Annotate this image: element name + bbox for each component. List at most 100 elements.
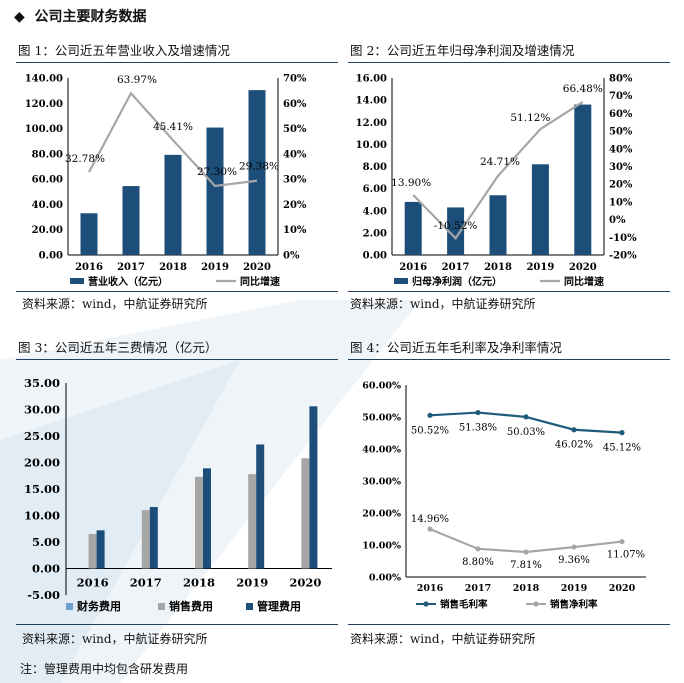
right-tick-label: 70% xyxy=(283,74,307,85)
left-tick-label: 4.00 xyxy=(363,206,387,217)
growth-data-label: -10.52% xyxy=(434,220,478,232)
y-tick-label: 30.00 xyxy=(24,403,60,417)
data-label: 51.38% xyxy=(459,423,497,434)
left-tick-label: 10.00 xyxy=(356,140,387,151)
data-point xyxy=(571,544,577,550)
figure-1-title: 图 1：公司近五年营业收入及增速情况 xyxy=(18,43,230,58)
legend-label: 管理费用 xyxy=(257,599,301,613)
right-tick-label: 20% xyxy=(283,200,307,211)
category-label: 2017 xyxy=(117,262,145,273)
diamond-bullet-icon: ◆ xyxy=(14,9,25,25)
category-label: 2018 xyxy=(484,262,512,273)
right-tick-label: 70% xyxy=(609,91,633,102)
figure-2-source: 资料来源：wind，中航证券研究所 xyxy=(350,297,536,311)
right-tick-label: 30% xyxy=(283,175,307,186)
legend-bar-swatch xyxy=(70,278,84,284)
data-point xyxy=(619,538,625,545)
expense-bar xyxy=(195,476,203,569)
left-tick-label: 80.00 xyxy=(32,149,63,160)
expense-bar xyxy=(96,530,105,569)
data-label: 45.12% xyxy=(603,443,641,454)
expense-bar xyxy=(248,474,257,569)
right-tick-label: 60% xyxy=(283,99,307,110)
growth-data-label: 32.78% xyxy=(65,153,105,165)
y-tick-label: 10.00% xyxy=(362,541,401,552)
left-tick-label: 8.00 xyxy=(363,162,387,173)
left-tick-label: 100.00 xyxy=(25,124,63,135)
figure-1-bottom-rule xyxy=(16,291,338,292)
figure-4-source: 资料来源：wind，中航证券研究所 xyxy=(350,632,536,646)
bar xyxy=(206,127,224,255)
left-tick-label: 0.00 xyxy=(39,251,63,262)
legend-label: 销售毛利率 xyxy=(440,599,488,611)
legend-label: 销售费用 xyxy=(169,599,213,613)
growth-data-label: 27.30% xyxy=(197,166,237,178)
data-label: 50.52% xyxy=(411,425,449,436)
net-margin-line xyxy=(429,528,623,554)
y-tick-label: 60.00% xyxy=(362,381,401,392)
right-tick-label: 50% xyxy=(283,124,307,135)
expense-bar xyxy=(88,534,97,569)
figure-2-title: 图 2：公司近五年归母净利润及增速情况 xyxy=(350,43,575,58)
right-tick-label: 10% xyxy=(283,225,307,236)
expense-bar xyxy=(301,458,310,569)
left-tick-label: 16.00 xyxy=(356,74,387,85)
left-tick-label: 60.00 xyxy=(32,175,63,186)
data-label: 9.36% xyxy=(558,555,590,566)
right-tick-label: 40% xyxy=(609,144,633,155)
data-point xyxy=(427,412,433,418)
data-point xyxy=(427,526,433,532)
y-tick-label: 35.00 xyxy=(24,376,60,390)
right-tick-label: 40% xyxy=(283,149,307,160)
bar xyxy=(80,213,98,255)
legend-label: 财务费用 xyxy=(76,599,121,613)
right-tick-label: 50% xyxy=(609,127,633,138)
category-label: 2016 xyxy=(75,262,103,273)
y-tick-label: 40.00% xyxy=(362,445,401,456)
y-tick-label: 20.00 xyxy=(24,456,60,470)
data-point xyxy=(571,427,577,433)
legend-marker xyxy=(533,601,539,607)
growth-data-label: 45.41% xyxy=(153,121,193,133)
right-tick-label: 60% xyxy=(609,109,633,120)
margin-chart: 0.00% 10.00% 20.00% 30.00% 40.00% 50.00% 60.00… xyxy=(362,381,646,611)
left-tick-label: 40.00 xyxy=(32,200,63,211)
growth-data-label: 63.97% xyxy=(117,74,157,86)
legend-bar-swatch xyxy=(394,278,408,284)
category-label: 2018 xyxy=(513,583,540,594)
growth-line xyxy=(88,91,258,188)
category-label: 2018 xyxy=(183,576,215,590)
right-tick-label: 0% xyxy=(609,215,626,226)
left-tick-label: 14.00 xyxy=(356,96,387,107)
data-label: 14.96% xyxy=(411,514,449,525)
bar xyxy=(164,154,182,255)
figure-1-top-rule xyxy=(16,62,338,63)
figure-2-bottom-rule xyxy=(348,291,670,292)
figure-3-top-rule xyxy=(16,359,338,360)
figure-1-source: 资料来源：wind，中航证券研究所 xyxy=(22,297,208,311)
bar xyxy=(447,207,465,255)
data-point xyxy=(475,409,481,416)
legend-swatch xyxy=(158,603,165,610)
figure-4-title: 图 4：公司近五年毛利率及净利率情况 xyxy=(350,340,562,355)
figure-2-top-rule xyxy=(348,62,670,63)
bar xyxy=(489,195,507,255)
data-label: 8.80% xyxy=(462,557,494,568)
left-tick-label: 0.00 xyxy=(363,251,387,262)
category-label: 2016 xyxy=(77,576,109,590)
section-title: ◆ 公司主要财务数据 xyxy=(14,6,147,26)
right-tick-label: -10% xyxy=(609,233,637,244)
category-label: 2017 xyxy=(442,262,470,273)
y-tick-label: 5.00 xyxy=(32,535,60,549)
legend-swatch xyxy=(66,603,73,610)
figure-3-source: 资料来源：wind，中航证券研究所 xyxy=(22,632,208,646)
left-tick-label: 140.00 xyxy=(25,74,63,85)
right-tick-label: 30% xyxy=(609,162,633,173)
left-tick-label: 12.00 xyxy=(356,118,387,129)
legend-label: 销售净利率 xyxy=(550,599,598,611)
data-label: 11.07% xyxy=(607,550,645,561)
category-label: 2020 xyxy=(289,576,321,590)
legend-bar-label: 营业收入（亿元） xyxy=(88,275,168,288)
y-tick-label: 20.00% xyxy=(362,509,401,520)
category-label: 2019 xyxy=(561,583,588,594)
